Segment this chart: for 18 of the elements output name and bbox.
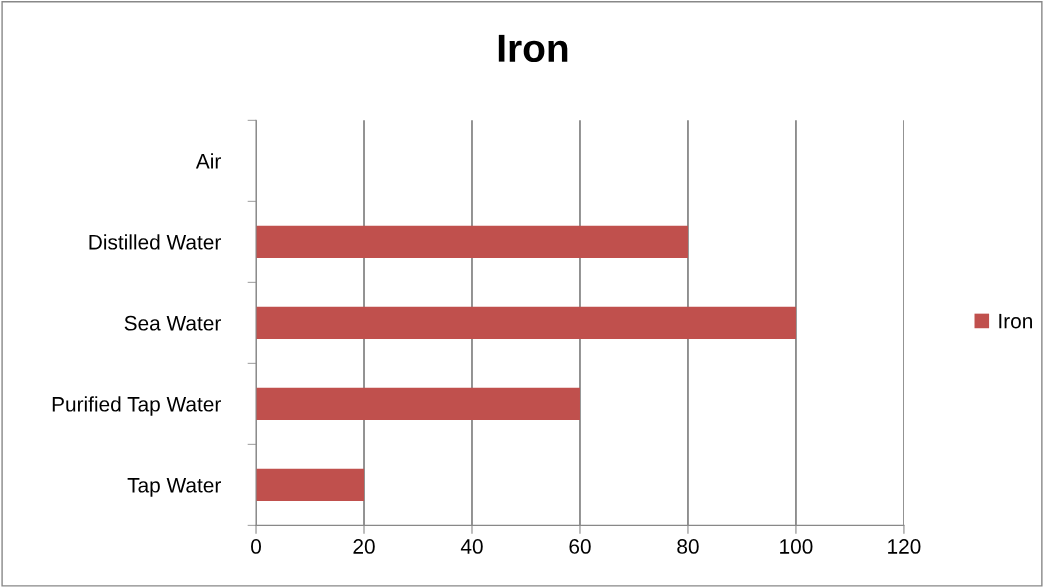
- bar: [256, 468, 365, 502]
- bar: [256, 306, 796, 340]
- x-tick-label: 40: [460, 539, 483, 554]
- y-tick-label: Distilled Water: [89, 234, 221, 250]
- y-tick-label: Air: [195, 153, 221, 169]
- chart-title: Iron: [498, 34, 568, 63]
- legend-label: Iron: [999, 313, 1032, 329]
- bar: [256, 387, 580, 421]
- x-tick-label: 80: [677, 539, 699, 554]
- x-tick-label: 0: [251, 539, 261, 554]
- x-tick-label: 120: [888, 539, 921, 554]
- bar: [256, 225, 688, 259]
- y-tick-label: Purified Tap Water: [52, 396, 221, 416]
- x-tick-label: 100: [780, 539, 813, 554]
- y-tick-label: Tap Water: [127, 478, 221, 497]
- x-tick-label: 60: [569, 539, 591, 554]
- y-tick-label: Sea Water: [124, 315, 221, 331]
- x-tick-label: 20: [353, 539, 375, 554]
